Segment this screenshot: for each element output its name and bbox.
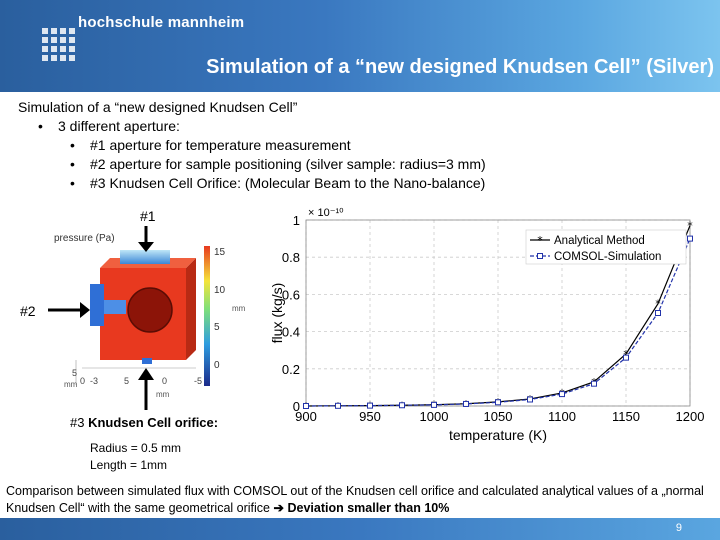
bullet-icon: •	[70, 175, 75, 191]
x-tick-label: 1150	[612, 409, 640, 424]
footer-bar: 9	[0, 518, 720, 540]
sub-bullet-item: • #3 Knudsen Cell Orifice: (Molecular Bea…	[70, 174, 486, 193]
y-tick-label: 0	[293, 399, 300, 414]
conclusion-body: Comparison between simulated flux with C…	[6, 484, 704, 515]
simulation-render	[48, 226, 210, 410]
legend-star-icon: *	[537, 234, 543, 247]
simulation-figure: #1 pressure (Pa) 15 10 5 0 mm #2 5 0 -3 …	[0, 200, 262, 472]
logo-grid-icon	[42, 28, 75, 61]
analytical-point: *	[655, 298, 661, 311]
sub-bullet-text: #1 aperture for temperature measurement	[90, 137, 351, 153]
analytical-point: *	[623, 348, 629, 361]
y-tick: 0	[80, 376, 86, 386]
bullet-icon: •	[38, 118, 43, 134]
label-aperture-3: #3 Knudsen Cell orifice:	[70, 415, 218, 430]
arrow-right-icon: ➔	[273, 501, 284, 515]
orifice-length: Length = 1mm	[90, 458, 168, 472]
side-aperture-arm	[104, 300, 126, 314]
x-tick-label: 1000	[420, 409, 449, 424]
sub-bullet-text: #3 Knudsen Cell Orifice: (Molecular Beam…	[90, 175, 486, 191]
sub-bullet-item: • #1 aperture for temperature measurement	[70, 136, 486, 155]
colorbar-tick: 0	[214, 360, 220, 371]
colorbar	[204, 246, 210, 386]
conclusion-text: Comparison between simulated flux with C…	[6, 483, 718, 517]
colorbar-title: pressure (Pa)	[54, 233, 115, 244]
axis-unit-left: mm	[64, 380, 78, 389]
comsol-point	[303, 403, 309, 409]
scale-label: × 10⁻¹⁰	[308, 207, 344, 219]
y-tick-label: 0.4	[282, 325, 300, 340]
arrow-2-head-icon	[80, 302, 90, 318]
label-aperture-1: #1	[140, 208, 156, 224]
bullet-item: • 3 different aperture:	[38, 117, 486, 136]
top-aperture	[120, 250, 170, 264]
analytical-point: *	[687, 220, 693, 233]
arrow-1-head-icon	[138, 242, 154, 252]
orifice-radius: Radius = 0.5 mm	[90, 441, 182, 455]
y-tick-label: 1	[293, 213, 300, 228]
comsol-point	[591, 380, 597, 387]
legend-box	[525, 229, 687, 265]
conclusion-highlight: Deviation smaller than 10%	[287, 501, 450, 515]
x-tick-label: 1200	[676, 409, 705, 424]
bullet-icon: •	[70, 137, 75, 153]
header-bar: hochschule mannheim Simulation of a “new…	[0, 0, 720, 92]
logo-text: hochschule mannheim	[78, 14, 245, 31]
arrow-3-head-icon	[138, 368, 154, 380]
axis-unit-bottom: mm	[156, 390, 170, 399]
axis-unit-right: mm	[232, 304, 246, 313]
comsol-point	[463, 400, 469, 407]
x-axis-label: temperature (K)	[449, 427, 547, 443]
colorbar-tick: 15	[214, 247, 226, 258]
legend-square-icon	[537, 253, 543, 259]
y-axis-label: flux (kg/s)	[269, 283, 285, 344]
sub-bullet-item: • #2 aperture for sample positioning (sil…	[70, 155, 486, 174]
comsol-point	[559, 391, 565, 398]
flux-chart: 0 0.2 0.4 0.6 0.8 1 900 950 1000 1050 1100 1150 1200…	[268, 198, 720, 448]
slide-title: Simulation of a “new designed Knudsen Ce…	[206, 56, 714, 78]
y-tick-label: 0.8	[282, 250, 300, 265]
x-tick: 5	[124, 376, 130, 386]
y-tick-label: 0.6	[282, 287, 300, 302]
label-aperture-2: #2	[20, 303, 36, 319]
comsol-point	[367, 402, 373, 409]
comsol-point	[495, 399, 501, 406]
x-tick-label: 1100	[548, 409, 576, 424]
x-tick: 0	[162, 376, 168, 386]
label-aperture-3-prefix: #3	[70, 415, 89, 430]
bottom-orifice	[142, 358, 152, 364]
y-tick-label: 0.2	[282, 362, 300, 377]
x-tick-label: 950	[359, 409, 381, 424]
flux-chart-svg: 0 0.2 0.4 0.6 0.8 1 900 950 1000 1050 1100 1150 1200…	[269, 207, 705, 443]
content-block: Simulation of a “new designed Knudsen Ce…	[18, 98, 486, 193]
plot-frame	[305, 219, 691, 407]
comsol-point	[431, 401, 437, 408]
page-number: 9	[675, 522, 682, 534]
x-tick: -5	[194, 376, 203, 386]
x-tick-label: 1050	[484, 409, 513, 424]
comsol-point	[623, 354, 629, 361]
bullet-text: 3 different aperture:	[58, 118, 180, 134]
legend-entry: Analytical Method	[554, 235, 645, 247]
colorbar-tick: 10	[214, 285, 226, 296]
sub-bullet-text: #2 aperture for sample positioning (silv…	[90, 156, 486, 172]
y-tick: 5	[72, 368, 78, 378]
side-aperture	[90, 284, 104, 326]
content-heading: Simulation of a “new designed Knudsen Ce…	[18, 99, 298, 115]
comsol-point	[687, 235, 693, 242]
label-aperture-3-main: Knudsen Cell orifice:	[88, 415, 219, 430]
bullet-icon: •	[70, 156, 75, 172]
sample-circle	[127, 287, 173, 333]
comsol-point	[527, 396, 533, 403]
y-tick: -3	[90, 376, 99, 386]
comsol-point	[335, 402, 341, 409]
comsol-point	[655, 310, 661, 316]
legend-entry: COMSOL-Simulation	[554, 251, 661, 263]
comsol-point	[399, 402, 405, 409]
x-tick-label: 900	[295, 409, 317, 424]
colorbar-tick: 5	[214, 322, 220, 333]
cube-right-face	[186, 258, 196, 360]
